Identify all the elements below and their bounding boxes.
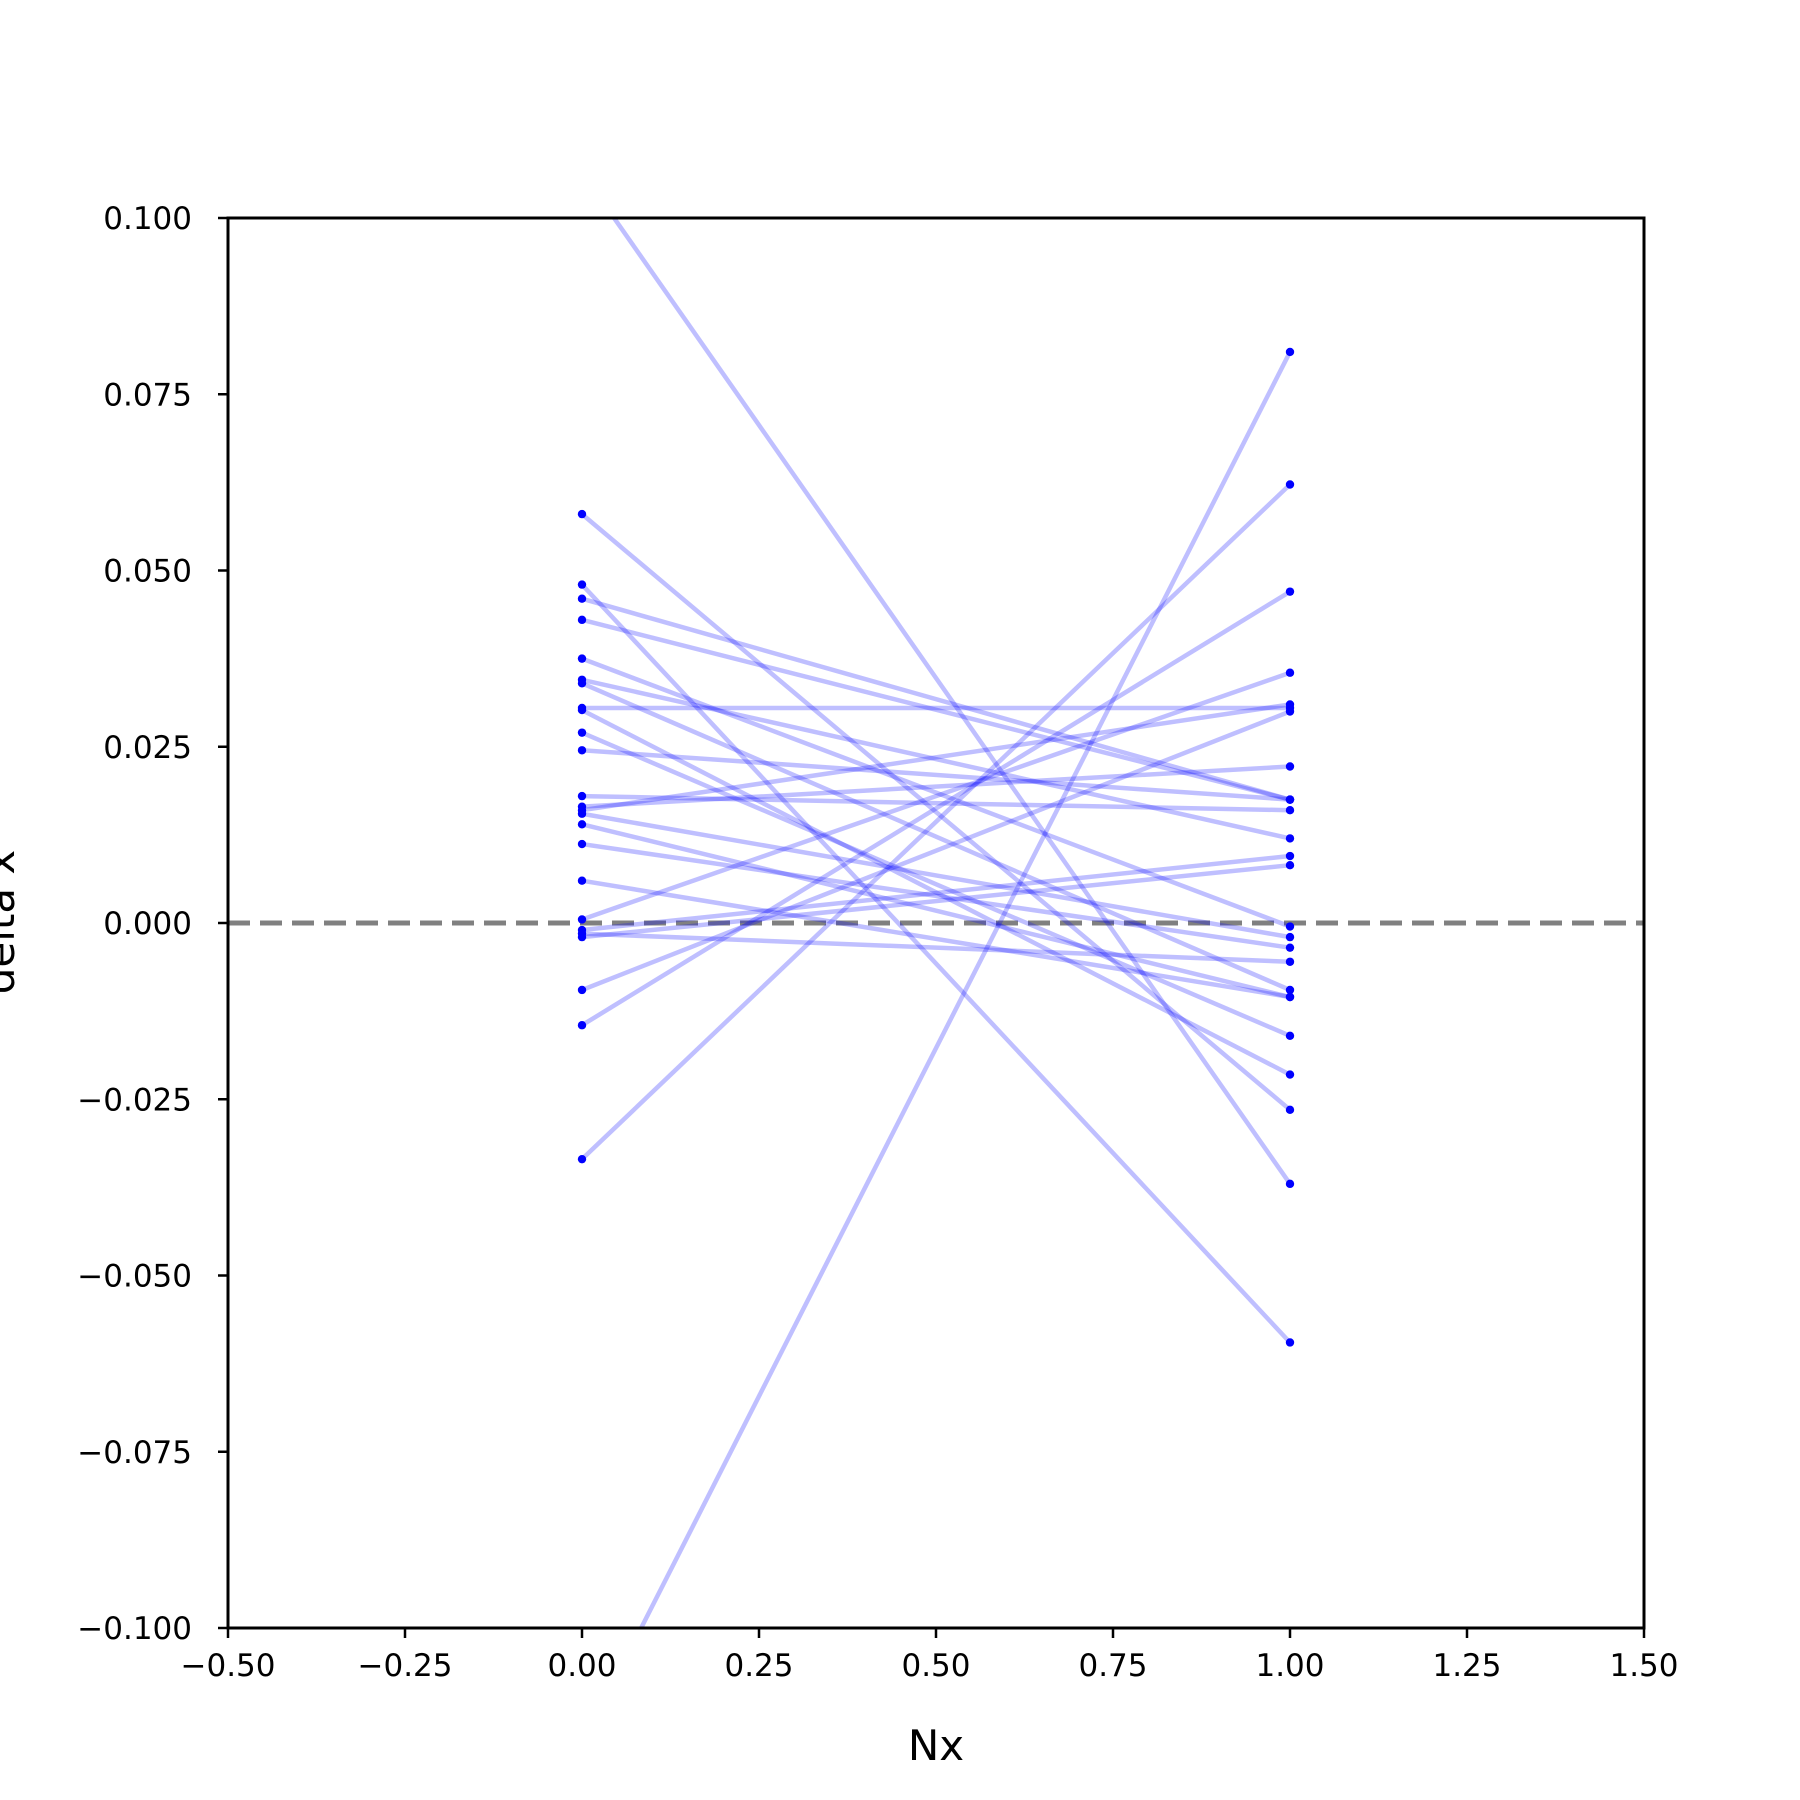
data-point-7-1: [1285, 834, 1295, 843]
data-point-11-0: [577, 728, 587, 737]
data-point-24-0: [577, 1021, 587, 1030]
series-line-16: [581, 822, 1291, 1000]
data-point-1-1: [1285, 347, 1295, 357]
series-line-22: [581, 862, 1291, 940]
series-line-20: [581, 853, 1291, 933]
data-point-3-0: [577, 580, 587, 589]
series-line-14: [581, 702, 1291, 813]
x-tick-label: −0.25: [358, 1648, 453, 1684]
data-point-18-0: [577, 876, 587, 885]
data-point-16-0: [577, 820, 587, 829]
data-point-23-1: [1285, 707, 1295, 716]
series-line-12: [581, 748, 1291, 802]
data-point-8-1: [1285, 985, 1295, 995]
series-line-8: [581, 681, 1291, 993]
x-tick-label: 0.75: [1078, 1648, 1147, 1684]
data-point-2-1: [1285, 1105, 1295, 1115]
data-point-8-0: [577, 679, 587, 688]
data-point-5-0: [577, 615, 587, 625]
data-point-19-1: [1285, 668, 1295, 677]
series-line-13: [581, 793, 1291, 813]
data-point-6-0: [577, 654, 587, 663]
series-line-21: [581, 931, 1291, 965]
series-line-11: [581, 730, 1291, 1038]
y-tick-label: 0.025: [103, 730, 192, 766]
y-tick-label: −0.050: [77, 1259, 192, 1295]
series-line-18: [581, 878, 1291, 1000]
series-line-10: [580, 708, 1292, 1077]
x-tick-label: −0.50: [181, 1648, 276, 1684]
plot-area: [228, 218, 1644, 1628]
series-line-6: [581, 656, 1291, 929]
data-point-26-0: [577, 802, 587, 811]
data-point-23-0: [577, 985, 587, 995]
series-line-19: [581, 670, 1291, 922]
data-point-22-1: [1285, 860, 1295, 870]
data-point-3-1: [1285, 1338, 1295, 1347]
series-line-2: [580, 512, 1292, 1112]
data-point-0-1: [1285, 1179, 1295, 1189]
series-line-7: [581, 677, 1291, 841]
data-point-20-1: [1285, 851, 1295, 861]
x-tick-label: 0.50: [901, 1648, 970, 1684]
data-point-11-1: [1285, 1031, 1295, 1041]
x-tick-label: 1.25: [1432, 1648, 1501, 1684]
data-point-22-0: [577, 932, 587, 942]
data-point-24-1: [1285, 587, 1295, 596]
y-axis-ticks: −0.100 −0.075 −0.050 −0.025 0.000 0.025 0.050 0…: [77, 201, 228, 1647]
y-tick-label: 0.050: [103, 554, 192, 590]
data-point-13-0: [577, 791, 587, 801]
data-point-15-0: [577, 809, 587, 818]
series-line-17: [581, 841, 1291, 950]
x-axis-label: Nx: [908, 1721, 964, 1770]
series-line-1: [638, 350, 1293, 1628]
data-point-26-1: [1285, 762, 1295, 771]
data-point-10-1: [1285, 1070, 1295, 1079]
data-point-6-1: [1285, 922, 1295, 931]
data-point-17-0: [577, 839, 587, 849]
data-point-4-0: [577, 594, 587, 603]
series-line-5: [581, 617, 1291, 802]
data-point-12-0: [577, 746, 587, 755]
data-point-13-1: [1285, 806, 1295, 815]
data-point-25-0: [577, 1154, 587, 1164]
y-tick-label: −0.100: [77, 1611, 192, 1647]
y-tick-label: 0.000: [103, 906, 192, 942]
y-tick-label: −0.075: [77, 1435, 192, 1471]
data-point-19-0: [577, 915, 587, 924]
y-tick-label: 0.075: [103, 377, 192, 413]
data-point-21-1: [1285, 957, 1295, 966]
data-point-14-1: [1285, 700, 1295, 709]
y-tick-label: 0.100: [103, 201, 192, 237]
data-point-25-1: [1285, 480, 1295, 489]
x-tick-label: 1.50: [1609, 1648, 1678, 1684]
x-tick-label: 1.00: [1255, 1648, 1324, 1684]
data-point-10-0: [577, 705, 587, 715]
series-line-4: [581, 596, 1291, 802]
series-line-23: [581, 709, 1291, 993]
series-line-15: [581, 811, 1291, 940]
data-point-18-1: [1285, 992, 1295, 1002]
x-axis-ticks: −0.50 −0.25 0.00 0.25 0.50 0.75 1.00 1.25 1.50: [181, 1628, 1679, 1684]
y-axis-label: delta x: [0, 850, 24, 995]
data-point-17-1: [1285, 943, 1295, 952]
series-line-24: [580, 589, 1292, 1028]
series-line-0: [611, 218, 1292, 1186]
data-point-12-1: [1285, 795, 1295, 804]
data-points: [577, 347, 1295, 1347]
data-point-15-1: [1285, 932, 1295, 942]
series-line-26: [581, 764, 1291, 809]
series-line-3: [580, 583, 1292, 1345]
series-line-25: [580, 482, 1292, 1161]
y-tick-label: −0.025: [77, 1082, 192, 1118]
data-point-2-0: [577, 509, 587, 519]
x-tick-label: 0.00: [547, 1648, 616, 1684]
x-tick-label: 0.25: [724, 1648, 793, 1684]
